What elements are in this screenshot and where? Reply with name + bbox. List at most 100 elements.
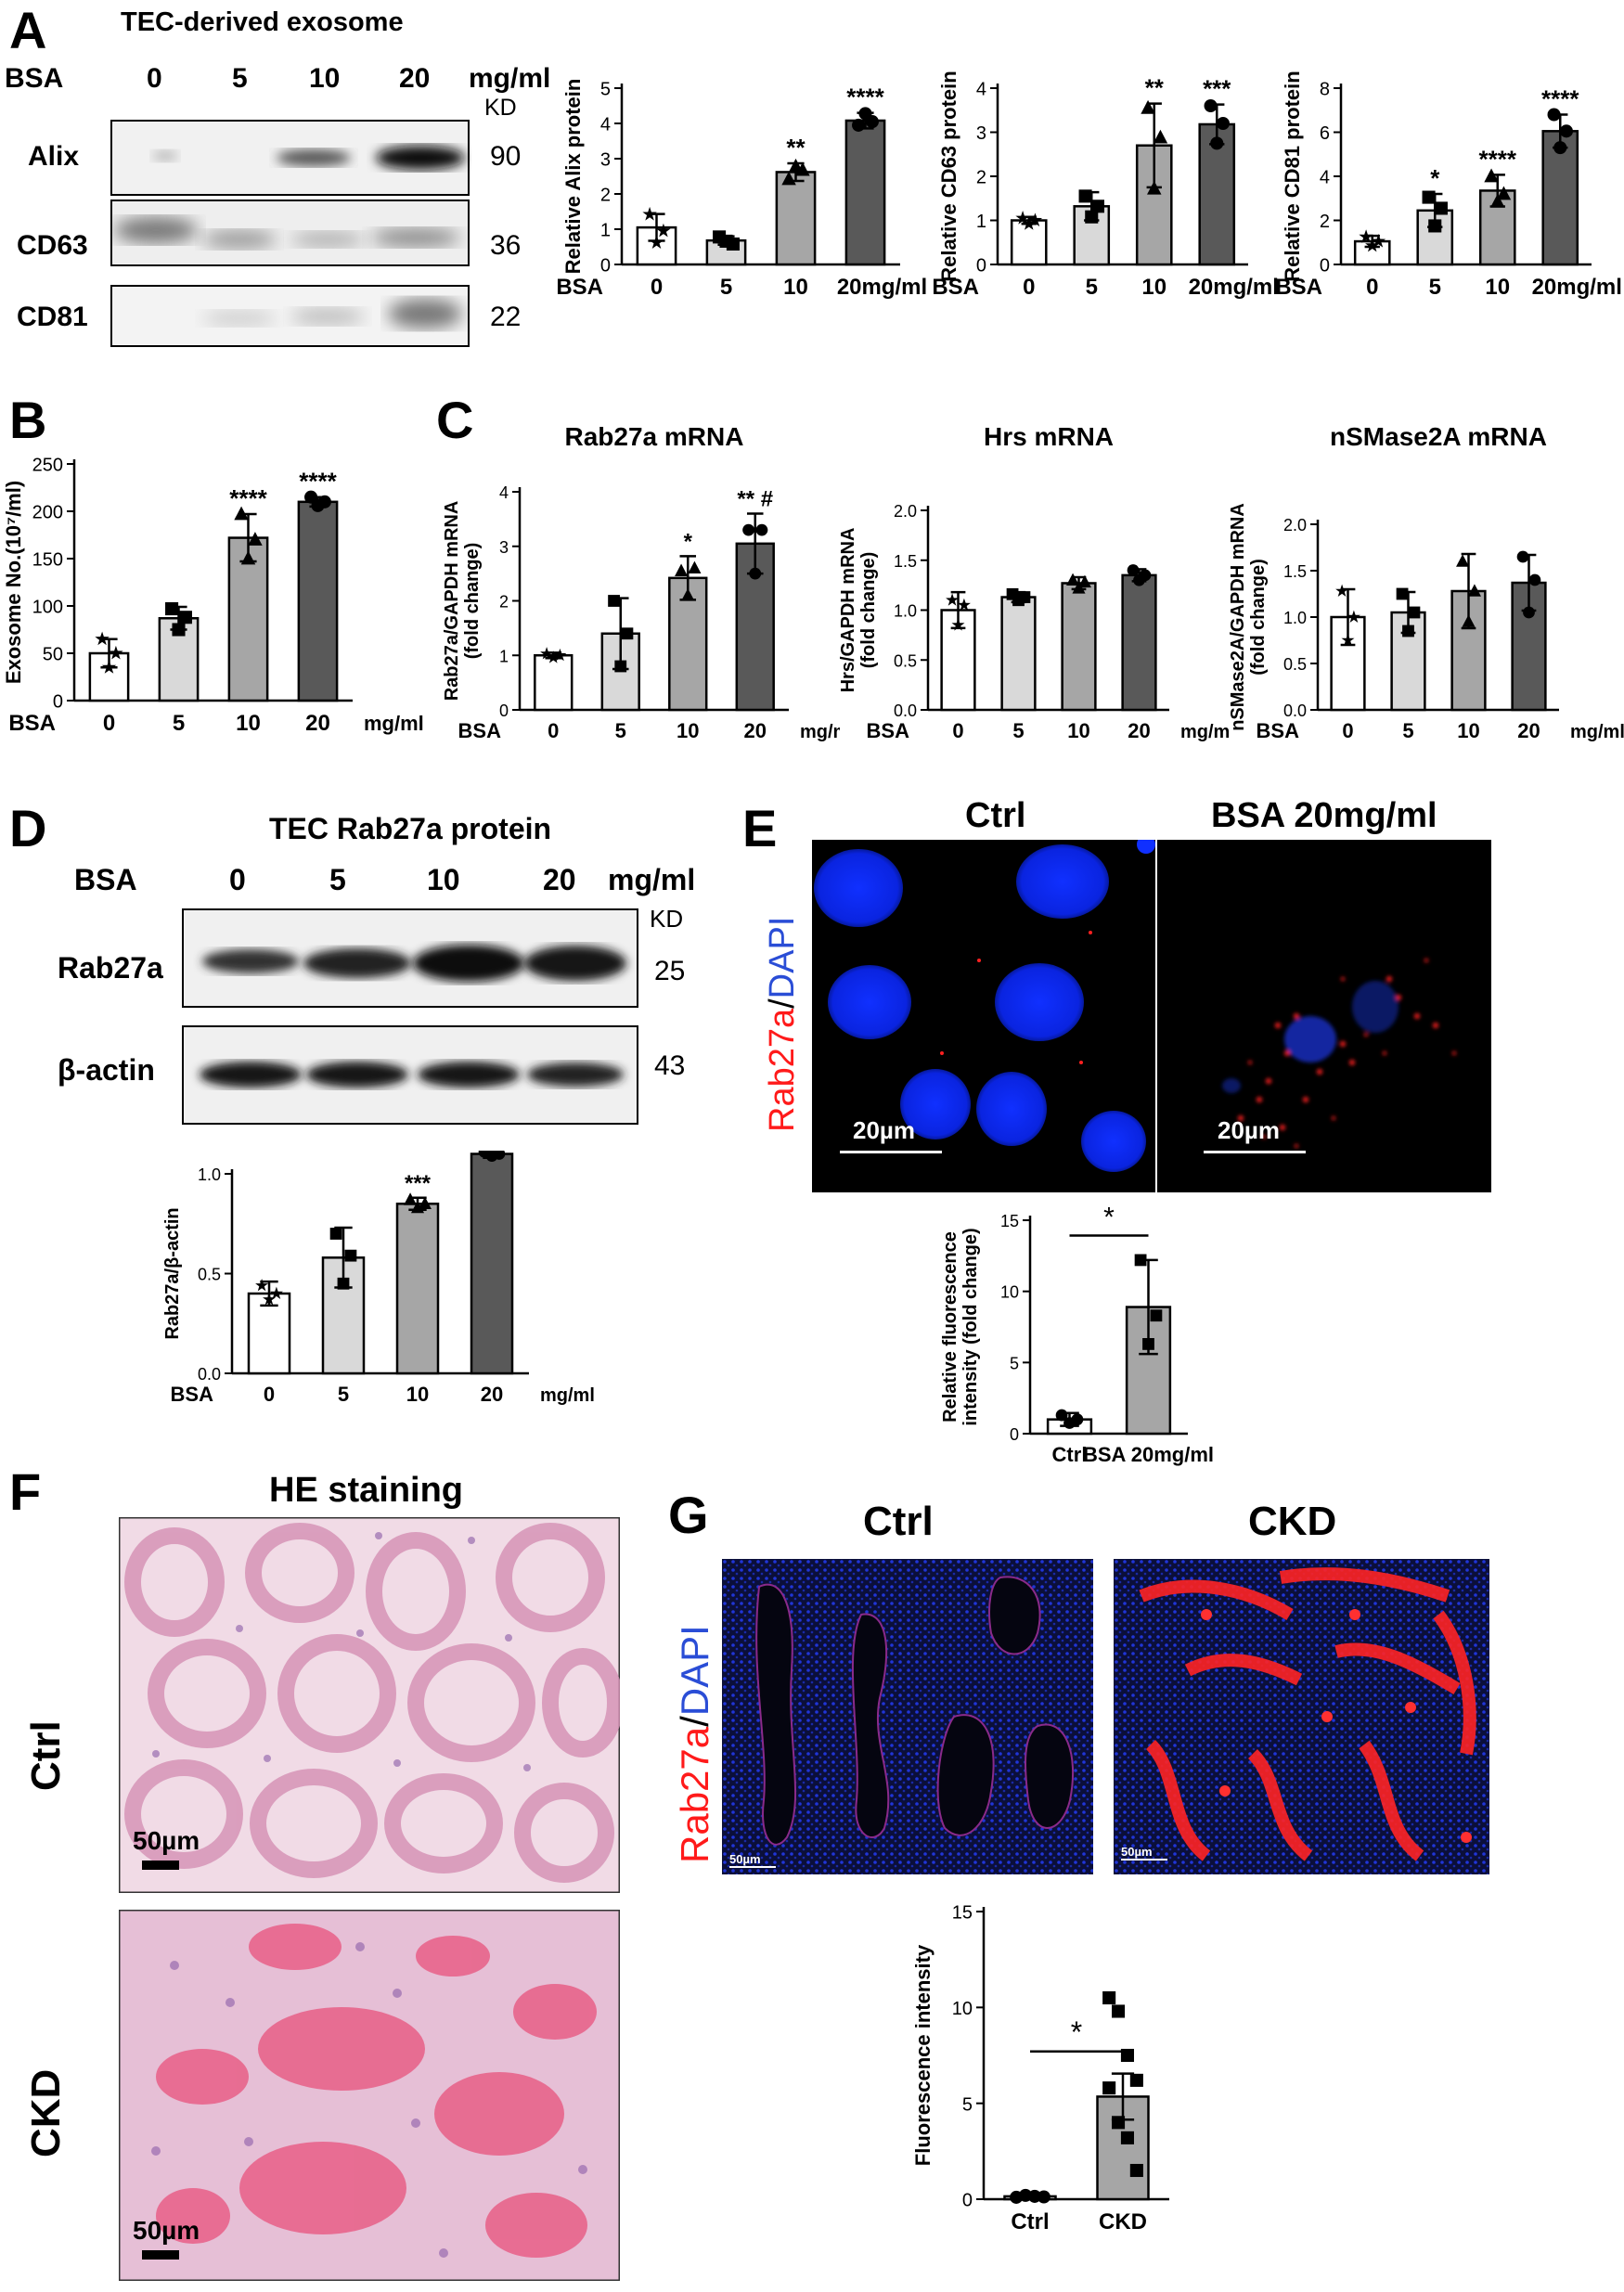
y-tick-label: 1.5 xyxy=(1283,562,1307,581)
panel-d-lane-0: 0 xyxy=(229,863,246,896)
chart-nsmase2a-mrna: nSMase2A mRNA 0.0 0.5 1.0 1.5 2.0 nSMase2A/GAP… xyxy=(1230,422,1624,742)
chart-rab27a-mrna: Rab27a mRNA 0 1 2 3 4 Rab27a/GAPDH mRNA (fold c… xyxy=(442,422,840,742)
data-point xyxy=(1402,625,1414,637)
panel-a-kd-label: KD xyxy=(484,95,517,121)
x-prefix-label: BSA xyxy=(1257,719,1300,742)
panel-g-ckd-label: CKD xyxy=(1248,1499,1337,1544)
micrograph-g-ckd: 50µm xyxy=(1114,1559,1489,1874)
data-point xyxy=(1434,201,1448,215)
data-point xyxy=(1015,211,1030,225)
bar xyxy=(158,617,200,702)
y-tick-label: 1 xyxy=(976,212,986,232)
data-point xyxy=(1129,2163,1143,2178)
significance-label: ** # xyxy=(737,487,773,512)
chart-alix-protein: 0 1 2 3 4 5 Relative Alix protein 0 5 ** 10 **** 20m… xyxy=(557,79,927,300)
y-tick-label: 2 xyxy=(499,593,509,612)
chart-title: Rab27a mRNA xyxy=(565,422,744,451)
data-point xyxy=(1467,584,1481,597)
y-tick-label: 8 xyxy=(1320,80,1330,100)
y-axis-label: (fold change) xyxy=(462,543,483,660)
panel-label-e: E xyxy=(742,799,778,857)
data-point xyxy=(656,223,671,238)
panel-d-kd-label: KD xyxy=(650,905,684,933)
data-point xyxy=(540,647,554,660)
data-point xyxy=(951,618,965,631)
stain-dapi-label-g: DAPI xyxy=(673,1625,716,1717)
y-tick-label: 200 xyxy=(32,503,63,523)
panel-f-row-ckd: CKD xyxy=(23,2069,79,2157)
data-point xyxy=(1120,2048,1134,2063)
data-point xyxy=(101,660,117,674)
data-point xyxy=(1359,229,1373,243)
significance-label: **** xyxy=(1541,85,1579,113)
panel-a-lane-20: 20 xyxy=(399,63,431,94)
category-label: 10 xyxy=(677,719,699,742)
y-tick-label: 0 xyxy=(976,256,986,277)
data-point xyxy=(649,235,664,249)
data-point xyxy=(1371,234,1386,248)
y-tick-label: 1.0 xyxy=(894,602,917,621)
data-point xyxy=(172,623,186,637)
significance-label: **** xyxy=(229,484,267,512)
data-point xyxy=(749,567,762,580)
data-point xyxy=(109,645,123,660)
y-tick-label: 0.0 xyxy=(894,702,917,720)
y-tick-label: 3 xyxy=(600,150,611,171)
panel-label-b: B xyxy=(9,391,47,449)
micrograph-g-ctrl: 50µm xyxy=(722,1559,1093,1874)
category-label: 5 xyxy=(338,1383,349,1406)
y-tick-label: 50 xyxy=(43,645,63,665)
y-tick-label: 150 xyxy=(32,550,63,571)
panel-d-lane-5: 5 xyxy=(329,863,346,896)
significance-label: * xyxy=(1071,2015,1082,2049)
band-label-cd63: CD63 xyxy=(17,230,88,261)
significance-label: * xyxy=(1430,164,1440,192)
data-point xyxy=(1422,190,1436,204)
band-label-cd81: CD81 xyxy=(17,302,88,332)
y-axis-label: Rab27a/GAPDH mRNA xyxy=(442,501,462,702)
y-tick-label: 6 xyxy=(1320,123,1330,144)
band-kd-bactin: 43 xyxy=(654,1050,686,1081)
data-point xyxy=(1027,212,1043,226)
micrograph-he-ckd: 50µm xyxy=(119,1910,620,2281)
data-point xyxy=(1428,219,1442,233)
category-label: 5 xyxy=(615,719,626,742)
y-axis-label: (fold change) xyxy=(858,552,879,669)
category-label: 20 xyxy=(1128,719,1150,742)
scale-bar-g-ckd: 50µm xyxy=(1121,1845,1153,1859)
data-point xyxy=(1066,573,1080,586)
category-label: 0 xyxy=(651,275,663,300)
data-point xyxy=(675,563,689,576)
data-point xyxy=(642,206,657,221)
panel-a-lane-0: 0 xyxy=(147,63,162,94)
y-tick-label: 2.0 xyxy=(1283,516,1307,534)
category-label: 10 xyxy=(783,275,808,300)
band-kd-rab27a: 25 xyxy=(654,956,686,986)
band-kd-alix: 90 xyxy=(490,141,522,172)
data-point xyxy=(1142,1338,1154,1350)
y-axis-label: Rab27a/β-actin xyxy=(162,1207,183,1339)
western-blot-d xyxy=(182,908,638,1125)
y-axis-label: Relative fluorescence xyxy=(940,1231,960,1423)
panel-g-ctrl-label: Ctrl xyxy=(863,1499,934,1544)
band-kd-cd63: 36 xyxy=(490,230,522,261)
y-tick-label: 15 xyxy=(1000,1212,1019,1230)
chart-title: Hrs mRNA xyxy=(984,422,1114,451)
category-label: 10 xyxy=(236,711,261,736)
significance-label: **** xyxy=(846,84,884,111)
panel-a-title: TEC-derived exosome xyxy=(121,7,404,37)
data-point xyxy=(329,1228,342,1240)
panel-d-title: TEC Rab27a protein xyxy=(269,812,552,845)
data-point xyxy=(946,593,960,606)
data-point xyxy=(1528,573,1541,586)
blot-cd63 xyxy=(110,200,470,266)
data-point xyxy=(1496,186,1512,200)
blot-bactin xyxy=(182,1025,638,1125)
panel-label-f: F xyxy=(9,1462,42,1521)
y-axis-label: Exosome No.(10⁷/ml) xyxy=(2,481,25,684)
panel-a-bsa-label: BSA xyxy=(5,63,64,94)
y-axis-label: Relative CD63 protein xyxy=(937,71,960,281)
data-point xyxy=(337,1277,350,1290)
band-kd-cd81: 22 xyxy=(490,302,522,332)
category-label: 5 xyxy=(720,275,732,300)
